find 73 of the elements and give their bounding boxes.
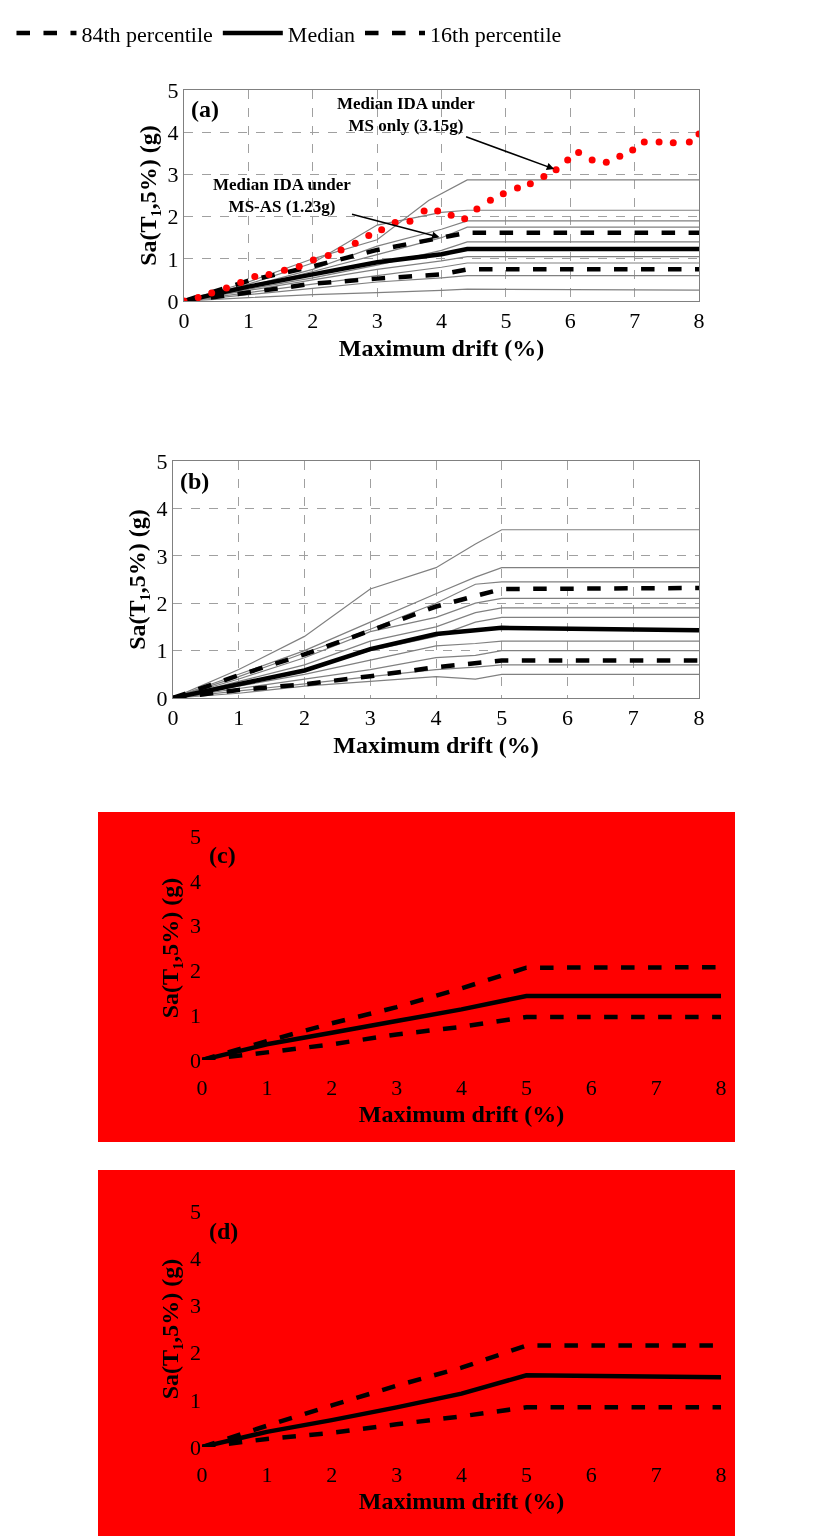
x-tick-label: 2	[299, 705, 310, 731]
x-tick-label: 8	[715, 1075, 727, 1100]
x-tick-label: 6	[585, 1462, 597, 1487]
x-tick-label: 7	[650, 1462, 662, 1487]
x-tick-label: 5	[500, 308, 512, 334]
y-tick-label: 1	[190, 1002, 201, 1028]
y-tick-label: 1	[190, 1387, 201, 1413]
x-tick-label: 3	[371, 308, 383, 334]
y-tick-label: 5	[190, 823, 201, 849]
x-tick-label: 5	[496, 705, 508, 731]
y-tick-label: 5	[167, 77, 179, 103]
x-tick-label: 4	[456, 1462, 467, 1487]
x-tick-label: 8	[693, 308, 705, 334]
y-tick-label: 3	[190, 1293, 201, 1319]
y-tick-label: 3	[167, 162, 179, 188]
legend-label: 84th percentile	[81, 21, 213, 47]
legend-label: Median	[287, 21, 356, 47]
x-tick-label: 2	[326, 1462, 338, 1487]
y-tick-label: 0	[156, 685, 168, 711]
y-tick-label: 5	[190, 1198, 201, 1224]
annotation: (b)	[180, 468, 210, 494]
x-tick-label: 7	[629, 308, 641, 334]
x-tick-label: 6	[585, 1075, 597, 1100]
y-tick-label: 0	[190, 1047, 201, 1073]
y-tick-label: 0	[167, 288, 179, 314]
x-tick-label: 5	[520, 1075, 532, 1100]
x-tick-label: 1	[261, 1075, 273, 1100]
x-axis-title: Maximum drift (%)	[358, 1101, 565, 1128]
x-tick-label: 2	[326, 1075, 338, 1100]
y-tick-label: 4	[190, 868, 201, 894]
y-tick-label: 1	[156, 638, 168, 664]
x-tick-label: 7	[627, 705, 639, 731]
y-tick-label: 3	[156, 543, 168, 569]
x-tick-label: 1	[261, 1462, 273, 1487]
x-tick-label: 7	[650, 1075, 662, 1100]
y-tick-label: 5	[156, 448, 168, 474]
x-tick-label: 1	[233, 705, 245, 731]
legend-label: 16th percentile	[430, 21, 562, 47]
x-axis-title: Maximum drift (%)	[358, 1488, 565, 1515]
x-tick-label: 5	[520, 1462, 532, 1487]
x-tick-label: 6	[564, 308, 576, 334]
y-tick-label: 2	[190, 1340, 201, 1366]
x-tick-label: 3	[364, 705, 376, 731]
x-tick-label: 8	[693, 705, 705, 731]
x-tick-label: 2	[307, 308, 319, 334]
x-tick-label: 3	[391, 1075, 403, 1100]
y-axis-title: Sa(T₁,5%) (g)	[157, 877, 184, 1019]
y-tick-label: 3	[190, 913, 201, 939]
y-tick-label: 2	[167, 204, 179, 230]
y-tick-label: 2	[156, 590, 168, 616]
y-tick-label: 4	[156, 496, 168, 522]
x-tick-label: 6	[562, 705, 573, 731]
x-tick-label: 4	[430, 705, 442, 731]
x-tick-label: 8	[715, 1462, 727, 1487]
x-axis-title: Maximum drift (%)	[333, 731, 539, 758]
y-axis-title: Sa(T₁,5%) (g)	[157, 1258, 184, 1400]
x-tick-label: 4	[436, 308, 447, 334]
x-axis-title: Maximum drift (%)	[338, 334, 545, 361]
y-tick-label: 2	[190, 958, 201, 984]
x-tick-label: 4	[456, 1075, 467, 1100]
x-tick-label: 3	[391, 1462, 403, 1487]
annotation: Median IDA under MS only (3.15g)	[337, 94, 476, 136]
y-tick-label: 0	[190, 1434, 201, 1460]
annotation: (a)	[191, 96, 219, 122]
y-axis-title: Sa(T₁,5%) (g)	[134, 125, 161, 266]
y-tick-label: 4	[190, 1245, 201, 1271]
x-tick-label: 1	[242, 308, 254, 334]
annotation: (c)	[209, 842, 236, 868]
annotation: (d)	[209, 1218, 239, 1244]
y-tick-label: 4	[167, 119, 179, 145]
y-tick-label: 1	[167, 246, 179, 272]
annotation: Median IDA under MS-AS (1.23g)	[213, 175, 352, 217]
y-axis-title: Sa(T₁,5%) (g)	[123, 509, 150, 650]
